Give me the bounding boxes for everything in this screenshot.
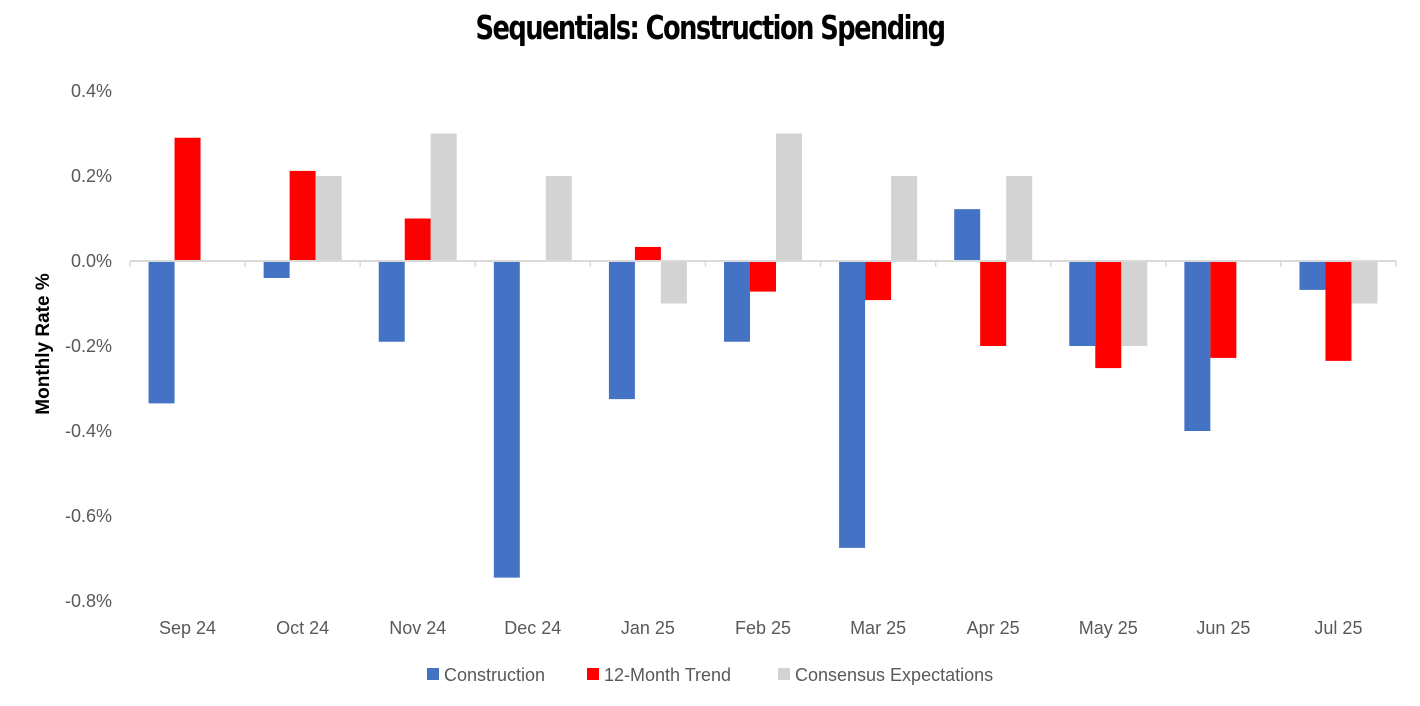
y-tick-label: -0.2% <box>65 336 112 356</box>
x-tick-label: May 25 <box>1079 618 1138 638</box>
x-tick-label: Feb 25 <box>735 618 791 638</box>
bar-12-month-trend-jul-25 <box>1325 261 1352 361</box>
bar-12-month-trend-mar-25 <box>865 261 892 301</box>
bar-consensus-expectations-feb-25 <box>776 133 802 261</box>
bar-construction-jul-25 <box>1299 261 1326 290</box>
bar-12-month-trend-may-25 <box>1095 261 1122 369</box>
bar-construction-apr-25 <box>954 209 981 261</box>
bar-12-month-trend-oct-24 <box>289 170 316 261</box>
bar-12-month-trend-jan-25 <box>634 246 661 261</box>
bar-construction-jun-25 <box>1184 261 1211 431</box>
y-tick-label: 0.0% <box>71 251 112 271</box>
legend-label: 12-Month Trend <box>604 665 731 685</box>
bar-12-month-trend-sep-24 <box>174 137 201 261</box>
legend-swatch <box>778 668 790 680</box>
legend: Construction 12-Month Trend Consensus Expe… <box>427 665 993 685</box>
bar-layer <box>148 133 1378 578</box>
y-axis: 0.4% 0.2% 0.0% -0.2% -0.4% -0.6% -0.8% <box>65 81 112 611</box>
bar-12-month-trend-nov-24 <box>404 218 431 261</box>
y-tick-label: -0.8% <box>65 591 112 611</box>
bar-consensus-expectations-oct-24 <box>315 176 342 261</box>
x-axis: Sep 24 Oct 24 Nov 24 Dec 24 Jan 25 Feb 25 Mar … <box>129 261 1397 638</box>
bar-consensus-expectations-nov-24 <box>430 133 457 261</box>
bar-12-month-trend-jun-25 <box>1210 261 1237 358</box>
bar-construction-jan-25 <box>608 261 635 400</box>
y-tick-label: -0.6% <box>65 506 112 526</box>
bar-12-month-trend-feb-25 <box>750 261 776 292</box>
legend-swatch <box>587 668 599 680</box>
bar-construction-feb-25 <box>724 261 750 342</box>
legend-label: Construction <box>444 665 545 685</box>
legend-label: Consensus Expectations <box>795 665 993 685</box>
bar-construction-nov-24 <box>378 261 405 342</box>
x-tick-label: Sep 24 <box>159 618 216 638</box>
legend-swatch <box>427 668 439 680</box>
legend-item-construction: Construction <box>427 665 545 685</box>
x-tick-label: Oct 24 <box>276 618 329 638</box>
bar-construction-sep-24 <box>148 261 175 404</box>
y-tick-label: -0.4% <box>65 421 112 441</box>
y-tick-label: 0.2% <box>71 166 112 186</box>
x-tick-label: Mar 25 <box>850 618 906 638</box>
y-axis-title: Monthly Rate % <box>33 273 54 415</box>
legend-item-12-month-trend: 12-Month Trend <box>587 665 731 685</box>
bar-consensus-expectations-apr-25 <box>1006 176 1033 261</box>
bar-12-month-trend-apr-25 <box>980 261 1007 346</box>
x-tick-label: Jan 25 <box>621 618 675 638</box>
bar-construction-oct-24 <box>263 261 290 278</box>
bar-consensus-expectations-dec-24 <box>545 176 572 261</box>
bar-construction-may-25 <box>1069 261 1096 346</box>
bar-consensus-expectations-jan-25 <box>660 261 687 304</box>
bar-construction-mar-25 <box>839 261 866 548</box>
x-tick-label: Jul 25 <box>1314 618 1362 638</box>
x-tick-label: Dec 24 <box>504 618 561 638</box>
bar-construction-dec-24 <box>493 261 520 578</box>
bar-consensus-expectations-jul-25 <box>1351 261 1378 304</box>
x-tick-label: Nov 24 <box>389 618 446 638</box>
legend-item-consensus-expectations: Consensus Expectations <box>778 665 993 685</box>
bar-consensus-expectations-may-25 <box>1121 261 1148 346</box>
bar-consensus-expectations-mar-25 <box>891 176 918 261</box>
chart-title: Sequentials: Construction Spending <box>475 8 946 47</box>
x-tick-label: Apr 25 <box>967 618 1020 638</box>
y-tick-label: 0.4% <box>71 81 112 101</box>
x-tick-label: Jun 25 <box>1196 618 1250 638</box>
